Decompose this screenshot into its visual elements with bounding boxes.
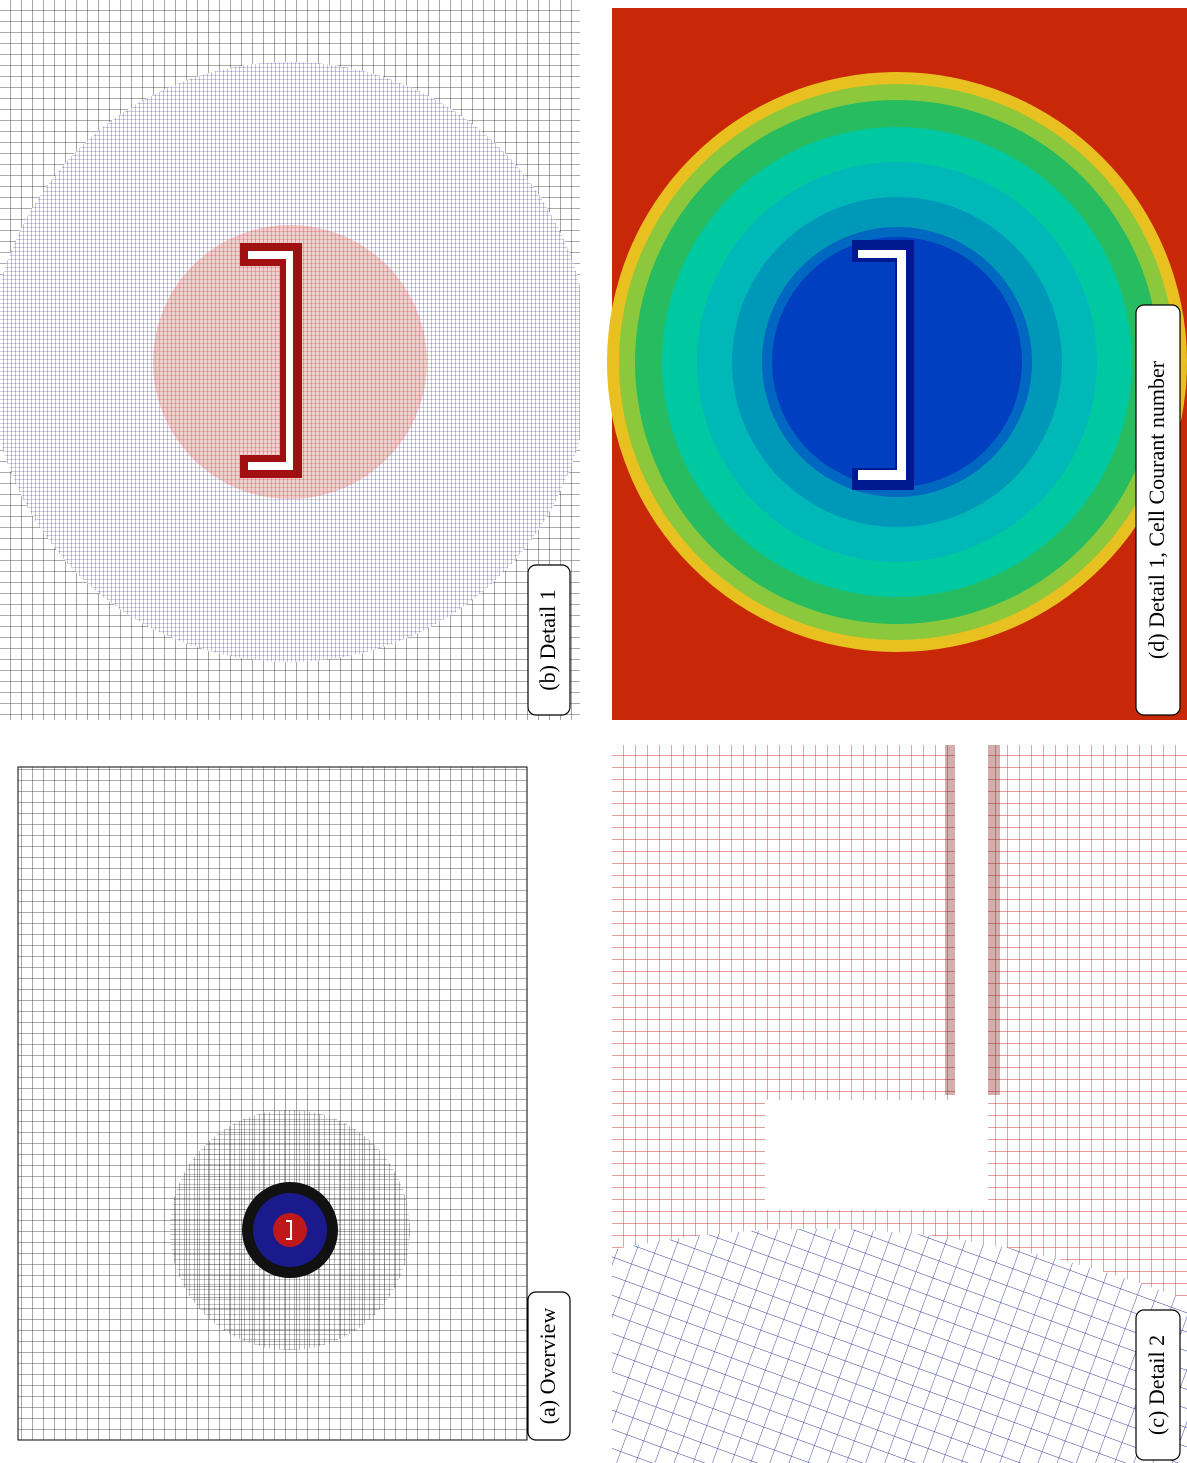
panel-label: (b) Detail 1 — [535, 589, 560, 690]
panel-label: (a) Overview — [535, 1308, 560, 1425]
panel-label: (d) Detail 1, Cell Courant number — [1144, 360, 1169, 659]
panel-a — [18, 767, 527, 1440]
panel-b — [0, 0, 590, 720]
figure: (b) Detail 1 (d) Detail 1, Cell Courant … — [0, 0, 1187, 1463]
panel-d — [607, 8, 1187, 720]
panel-label: (c) Detail 2 — [1144, 1335, 1169, 1435]
